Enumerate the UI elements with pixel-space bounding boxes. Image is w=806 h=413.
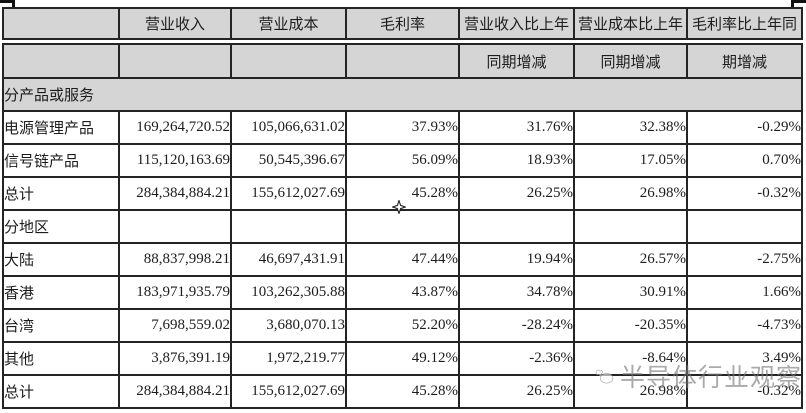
column-header-margin: 毛利率 (345, 7, 460, 40)
cell-revenue-yoy: 18.93% (458, 143, 575, 178)
column-header-blank (2, 7, 120, 40)
row-label: 大陆 (2, 242, 120, 277)
cell-margin: 52.20% (345, 308, 460, 343)
empty-cell (458, 209, 575, 244)
cell-margin: 43.87% (345, 275, 460, 310)
subheader-blank (118, 43, 232, 79)
row-label: 信号链产品 (2, 143, 120, 178)
cell-cost: 50,545,396.67 (230, 143, 347, 178)
cell-revenue: 88,837,998.21 (118, 242, 232, 277)
cell-margin-yoy: 1.66% (686, 275, 803, 310)
row-label: 其他 (2, 341, 120, 376)
table-row: 台湾 7,698,559.02 3,680,070.13 52.20% -28.… (2, 308, 803, 343)
table-row: 大陆 88,837,998.21 46,697,431.91 47.44% 19… (2, 242, 803, 277)
table-row-total: 总计 284,384,884.21 155,612,027.69 45.28% … (2, 374, 803, 409)
subheader-blank (230, 43, 347, 79)
cell-revenue: 169,264,720.52 (118, 110, 232, 145)
cell-cost: 46,697,431.91 (230, 242, 347, 277)
cell-revenue-yoy: 31.76% (458, 110, 575, 145)
empty-cell (230, 209, 347, 244)
cell-margin: 47.44% (345, 242, 460, 277)
subheader-blank (345, 43, 460, 79)
header-row: 营业收入 营业成本 毛利率 营业收入比上年 营业成本比上年 毛利率比上年同 (2, 7, 803, 40)
subheader-row: 同期增减 同期增减 期增减 (2, 43, 803, 79)
cell-cost: 1,972,219.77 (230, 341, 347, 376)
table-row-total: 总计 284,384,884.21 155,612,027.69 45.28% … (2, 176, 803, 211)
cell-margin: 56.09% (345, 143, 460, 178)
report-table-body: 同期增减 同期增减 期增减 分产品或服务 电源管理产品 169,264,720.… (2, 43, 803, 409)
cell-revenue-yoy: 19.94% (458, 242, 575, 277)
cell-cost: 155,612,027.69 (230, 374, 347, 409)
cell-cost-yoy: -8.64% (573, 341, 688, 376)
row-label: 总计 (2, 176, 120, 211)
cell-margin: 45.28% (345, 176, 460, 211)
column-header-margin-yoy: 毛利率比上年同 (686, 7, 803, 40)
cell-cost-yoy: 17.05% (573, 143, 688, 178)
cell-margin-yoy: -2.75% (686, 242, 803, 277)
cell-cost: 155,612,027.69 (230, 176, 347, 211)
move-cursor-icon (392, 200, 406, 214)
cell-margin-yoy: -0.29% (686, 110, 803, 145)
row-label: 总计 (2, 374, 120, 409)
subheader-yoy-change: 期增减 (686, 43, 803, 79)
table-row: 其他 3,876,391.19 1,972,219.77 49.12% -2.3… (2, 341, 803, 376)
section-title-regions: 分地区 (2, 209, 120, 244)
column-header-revenue: 营业收入 (118, 7, 232, 40)
cell-cost: 103,262,305.88 (230, 275, 347, 310)
cell-margin-yoy: 0.70% (686, 143, 803, 178)
cell-revenue: 115,120,163.69 (118, 143, 232, 178)
cell-revenue-yoy: 26.25% (458, 176, 575, 211)
cell-margin-yoy: -4.73% (686, 308, 803, 343)
corner-crop-mark-right (791, 0, 806, 10)
cell-revenue: 284,384,884.21 (118, 374, 232, 409)
cell-cost: 105,066,631.02 (230, 110, 347, 145)
cell-revenue: 3,876,391.19 (118, 341, 232, 376)
section-title-products: 分产品或服务 (2, 77, 803, 112)
empty-cell (686, 209, 803, 244)
column-header-cost: 营业成本 (230, 7, 347, 40)
cell-cost: 3,680,070.13 (230, 308, 347, 343)
cell-margin: 49.12% (345, 341, 460, 376)
cell-margin: 45.28% (345, 374, 460, 409)
section-row-products: 分产品或服务 (2, 77, 803, 112)
row-label: 台湾 (2, 308, 120, 343)
cell-cost-yoy: 26.57% (573, 242, 688, 277)
cell-cost-yoy: 32.38% (573, 110, 688, 145)
cell-revenue-yoy: 26.25% (458, 374, 575, 409)
report-table-header: 营业收入 营业成本 毛利率 营业收入比上年 营业成本比上年 毛利率比上年同 (2, 7, 803, 40)
subheader-yoy-change: 同期增减 (458, 43, 575, 79)
subheader-yoy-change: 同期增减 (573, 43, 688, 79)
column-header-cost-yoy: 营业成本比上年 (573, 7, 688, 40)
cell-revenue: 183,971,935.79 (118, 275, 232, 310)
column-header-revenue-yoy: 营业收入比上年 (458, 7, 575, 40)
empty-cell (345, 209, 460, 244)
empty-cell (573, 209, 688, 244)
cell-revenue: 7,698,559.02 (118, 308, 232, 343)
cell-margin-yoy: -0.32% (686, 374, 803, 409)
cell-margin: 37.93% (345, 110, 460, 145)
cell-cost-yoy: -20.35% (573, 308, 688, 343)
cell-cost-yoy: 26.98% (573, 176, 688, 211)
cell-margin-yoy: 3.49% (686, 341, 803, 376)
table-row: 信号链产品 115,120,163.69 50,545,396.67 56.09… (2, 143, 803, 178)
table-row: 电源管理产品 169,264,720.52 105,066,631.02 37.… (2, 110, 803, 145)
cell-cost-yoy: 26.98% (573, 374, 688, 409)
cell-revenue-yoy: -2.36% (458, 341, 575, 376)
corner-crop-mark-left (0, 0, 15, 10)
cell-cost-yoy: 30.91% (573, 275, 688, 310)
section-row-regions: 分地区 (2, 209, 803, 244)
empty-cell (118, 209, 232, 244)
subheader-blank (2, 43, 120, 79)
row-label: 电源管理产品 (2, 110, 120, 145)
cell-margin-yoy: -0.32% (686, 176, 803, 211)
cell-revenue-yoy: -28.24% (458, 308, 575, 343)
cell-revenue: 284,384,884.21 (118, 176, 232, 211)
cell-revenue-yoy: 34.78% (458, 275, 575, 310)
row-label: 香港 (2, 275, 120, 310)
table-row: 香港 183,971,935.79 103,262,305.88 43.87% … (2, 275, 803, 310)
